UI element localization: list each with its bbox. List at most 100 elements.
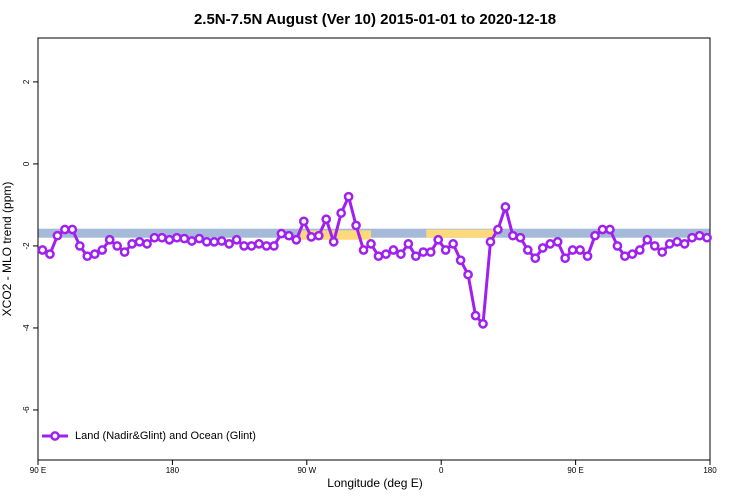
point bbox=[694, 230, 705, 241]
point bbox=[276, 228, 287, 239]
point bbox=[60, 224, 70, 235]
point bbox=[157, 232, 167, 243]
x-tick-label: 90 W bbox=[297, 466, 316, 475]
x-tick-label: 90 E bbox=[567, 466, 583, 475]
point bbox=[328, 236, 339, 247]
point bbox=[642, 234, 653, 245]
point bbox=[164, 234, 175, 245]
point bbox=[418, 247, 429, 257]
point bbox=[500, 202, 511, 212]
point bbox=[52, 230, 63, 241]
point bbox=[679, 239, 690, 249]
point bbox=[590, 230, 600, 241]
point bbox=[224, 239, 234, 249]
point bbox=[142, 239, 152, 249]
point bbox=[209, 236, 220, 247]
point bbox=[657, 247, 668, 257]
x-tick-label: 180 bbox=[703, 466, 717, 475]
y-tick-label: -6 bbox=[22, 406, 31, 414]
point bbox=[634, 245, 645, 255]
point bbox=[545, 239, 556, 249]
x-tick-label: 0 bbox=[439, 466, 444, 475]
point bbox=[112, 241, 122, 251]
point bbox=[702, 232, 712, 243]
point bbox=[97, 245, 108, 255]
point bbox=[575, 245, 585, 255]
point bbox=[463, 269, 473, 280]
point bbox=[194, 233, 205, 244]
point bbox=[515, 232, 526, 243]
point bbox=[343, 191, 354, 202]
point bbox=[37, 245, 48, 255]
point bbox=[284, 230, 294, 241]
point bbox=[396, 249, 406, 259]
point bbox=[366, 239, 376, 249]
point bbox=[687, 232, 697, 243]
point bbox=[567, 245, 578, 255]
point bbox=[649, 241, 660, 251]
point bbox=[74, 241, 85, 251]
point bbox=[478, 318, 488, 329]
point bbox=[605, 224, 615, 235]
point bbox=[522, 245, 533, 255]
point bbox=[119, 247, 130, 257]
point bbox=[201, 236, 212, 247]
point bbox=[321, 214, 332, 225]
point bbox=[664, 239, 675, 249]
point bbox=[149, 232, 160, 243]
point bbox=[425, 247, 436, 257]
point bbox=[82, 251, 93, 262]
point bbox=[612, 241, 623, 251]
point bbox=[134, 236, 145, 247]
point bbox=[306, 232, 317, 242]
point bbox=[455, 255, 466, 266]
point bbox=[269, 241, 279, 251]
point bbox=[470, 310, 481, 321]
band bbox=[426, 229, 497, 238]
point bbox=[672, 236, 682, 247]
point bbox=[597, 224, 608, 235]
point bbox=[530, 253, 541, 264]
point bbox=[351, 220, 361, 231]
point bbox=[493, 224, 503, 235]
point bbox=[336, 208, 346, 218]
legend-label: Land (Nadir&Glint) and Ocean (Glint) bbox=[75, 430, 256, 442]
point bbox=[433, 234, 444, 245]
point bbox=[231, 234, 242, 245]
x-axis-label: Longitude (deg E) bbox=[327, 476, 422, 490]
point bbox=[45, 249, 55, 259]
point bbox=[448, 239, 458, 249]
point bbox=[291, 234, 302, 245]
point bbox=[104, 234, 115, 245]
point bbox=[127, 239, 137, 249]
chart-title: 2.5N-7.5N August (Ver 10) 2015-01-01 to … bbox=[194, 11, 556, 28]
x-tick-label: 180 bbox=[166, 466, 180, 475]
point bbox=[67, 224, 78, 235]
point bbox=[537, 243, 548, 253]
point bbox=[440, 245, 451, 255]
point bbox=[239, 241, 249, 251]
point bbox=[89, 249, 100, 259]
point bbox=[216, 236, 227, 246]
point bbox=[560, 253, 570, 264]
point bbox=[381, 249, 391, 259]
x-tick-label: 90 E bbox=[30, 466, 46, 475]
point bbox=[552, 236, 563, 247]
y-tick-label: -4 bbox=[22, 324, 31, 332]
point bbox=[186, 236, 197, 246]
point bbox=[298, 216, 309, 227]
y-tick-label: 0 bbox=[22, 161, 31, 166]
point bbox=[627, 249, 638, 259]
point bbox=[261, 241, 272, 251]
point bbox=[410, 251, 421, 262]
point bbox=[254, 239, 264, 249]
point bbox=[246, 241, 257, 251]
point bbox=[508, 230, 518, 241]
point bbox=[485, 236, 496, 247]
y-tick-label: -2 bbox=[22, 242, 31, 250]
y-tick-label: 2 bbox=[22, 79, 31, 84]
point bbox=[582, 251, 593, 262]
band bbox=[38, 228, 710, 238]
point bbox=[313, 230, 324, 241]
